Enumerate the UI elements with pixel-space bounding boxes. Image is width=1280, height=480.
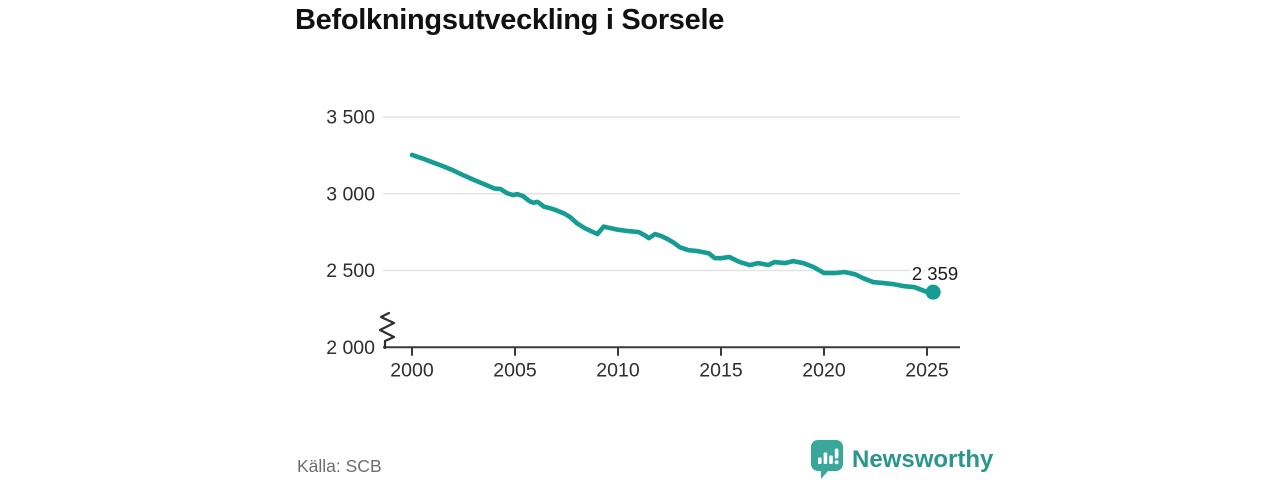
x-axis-tick-label: 2000: [390, 359, 434, 381]
x-axis-tick-label: 2015: [699, 359, 743, 381]
y-axis-labels-group: 2 000 2 500 3 000 3 500: [326, 107, 375, 359]
population-line: [409, 152, 936, 296]
end-annotation-group: 2 359: [909, 261, 961, 300]
x-axis-tick-label: 2005: [493, 359, 537, 381]
axis-break-icon: [378, 311, 396, 350]
x-axis-tick-label: 2025: [905, 359, 949, 381]
y-axis-tick-label: 2 500: [326, 260, 375, 282]
y-axis-tick-label: 2 000: [326, 337, 375, 359]
end-point-dot: [925, 284, 941, 300]
gridlines-group: [383, 116, 960, 272]
population-line-chart: 2 000 2 500 3 000 3 500 2000 2005 2010 2015 202…: [326, 107, 961, 382]
chart-content: Befolkningsutveckling i Sorsele 2 000 2 5…: [295, 0, 993, 480]
axis-break-squiggle: [378, 311, 396, 350]
data-series-group: [409, 152, 936, 296]
newsworthy-logo: Newsworthy: [811, 440, 993, 479]
source-note: Källa: SCB: [297, 456, 382, 476]
chart-title: Befolkningsutveckling i Sorsele: [295, 4, 725, 36]
newsworthy-bubble-chart-icon: [811, 440, 843, 479]
x-axis-tick-label: 2010: [596, 359, 640, 381]
y-axis-tick-label: 3 000: [326, 183, 375, 205]
y-axis-tick-label: 3 500: [326, 107, 375, 129]
brand-name: Newsworthy: [852, 445, 994, 473]
x-axis-group: 2000 2005 2010 2015 2020 2025: [383, 346, 960, 381]
x-axis-tick-label: 2020: [802, 359, 846, 381]
end-value-label: 2 359: [912, 263, 958, 284]
